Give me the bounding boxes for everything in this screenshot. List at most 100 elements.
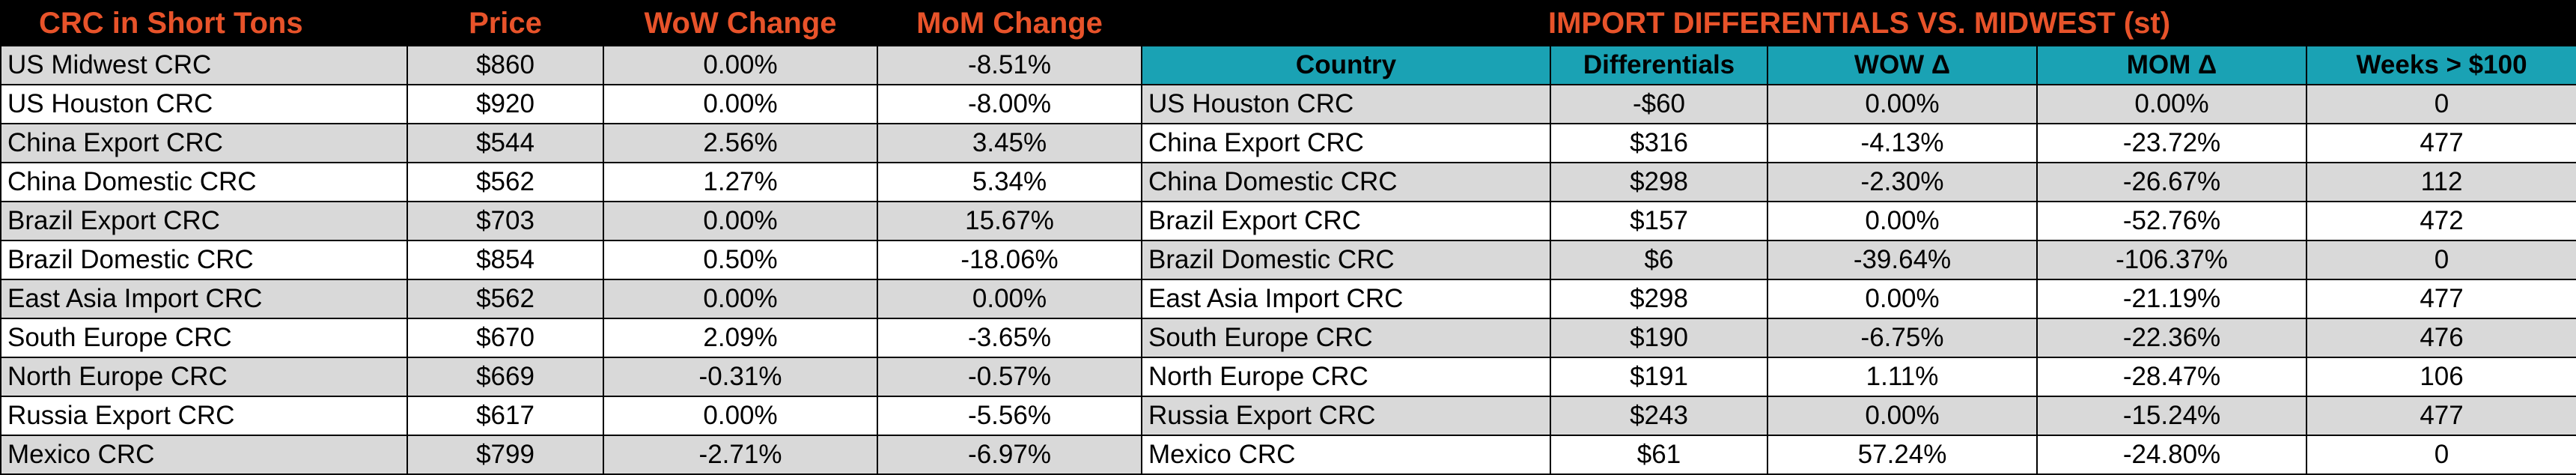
table-row: North Europe CRC $191 1.11% -28.47% 106: [1141, 357, 2576, 397]
table-cell: US Houston CRC: [1141, 84, 1551, 124]
table-cell: East Asia Import CRC: [1141, 279, 1551, 319]
table-cell: -2.30%: [1767, 162, 2038, 202]
table-cell: $157: [1550, 201, 1768, 241]
table-cell: North Europe CRC: [0, 357, 408, 397]
right-header-row: Country Differentials WOW Δ MOM Δ Weeks > $1…: [1141, 45, 2576, 85]
table-cell: China Export CRC: [0, 123, 408, 163]
table-cell: $243: [1550, 396, 1768, 436]
table-cell: 0.50%: [603, 240, 878, 280]
table-cell: 15.67%: [877, 201, 1142, 241]
table-cell: $316: [1550, 123, 1768, 163]
left-column-header: CRC in Short Tons: [0, 0, 408, 46]
table-cell: South Europe CRC: [0, 318, 408, 358]
table-cell: Russia Export CRC: [0, 396, 408, 436]
right-column-header: Differentials: [1550, 45, 1768, 85]
table-cell: -39.64%: [1767, 240, 2038, 280]
table-row: China Export CRC $316 -4.13% -23.72% 477: [1141, 123, 2576, 163]
table-cell: 0.00%: [603, 84, 878, 124]
table-cell: China Domestic CRC: [1141, 162, 1551, 202]
table-cell: Russia Export CRC: [1141, 396, 1551, 436]
table-cell: -5.56%: [877, 396, 1142, 436]
table-cell: -24.80%: [2036, 435, 2307, 475]
table-cell: 0.00%: [603, 396, 878, 436]
table-cell: Mexico CRC: [1141, 435, 1551, 475]
table-cell: -3.65%: [877, 318, 1142, 358]
table-row: East Asia Import CRC $562 0.00% 0.00%: [0, 279, 1142, 319]
table-cell: 0.00%: [877, 279, 1142, 319]
table-cell: 5.34%: [877, 162, 1142, 202]
left-column-header: WoW Change: [603, 0, 878, 46]
left-column-header: MoM Change: [877, 0, 1142, 46]
table-cell: $617: [407, 396, 604, 436]
table-cell: North Europe CRC: [1141, 357, 1551, 397]
table-cell: -8.00%: [877, 84, 1142, 124]
table-cell: 477: [2305, 279, 2576, 319]
crc-price-table: CRC in Short Tons Price WoW Change MoM Chan…: [0, 0, 1142, 475]
table-cell: $6: [1550, 240, 1768, 280]
table-cell: 0.00%: [603, 45, 878, 85]
table-cell: 0: [2305, 84, 2576, 124]
table-cell: 477: [2305, 396, 2576, 436]
table-row: South Europe CRC $670 2.09% -3.65%: [0, 318, 1142, 358]
table-cell: -0.31%: [603, 357, 878, 397]
table-cell: 0.00%: [1767, 396, 2038, 436]
table-cell: 472: [2305, 201, 2576, 241]
table-cell: -28.47%: [2036, 357, 2307, 397]
table-cell: $191: [1550, 357, 1768, 397]
table-cell: -8.51%: [877, 45, 1142, 85]
table-cell: $298: [1550, 162, 1768, 202]
table-row: US Houston CRC $920 0.00% -8.00%: [0, 84, 1142, 124]
table-cell: -15.24%: [2036, 396, 2307, 436]
table-cell: -22.36%: [2036, 318, 2307, 358]
table-cell: 0.00%: [1767, 279, 2038, 319]
table-cell: -18.06%: [877, 240, 1142, 280]
table-cell: $298: [1550, 279, 1768, 319]
table-row: East Asia Import CRC $298 0.00% -21.19% 477: [1141, 279, 2576, 319]
right-table-title: IMPORT DIFFERENTIALS VS. MIDWEST (st): [1140, 0, 2576, 46]
table-row: Brazil Export CRC $703 0.00% 15.67%: [0, 201, 1142, 241]
table-cell: 0: [2305, 240, 2576, 280]
table-cell: $854: [407, 240, 604, 280]
table-cell: -106.37%: [2036, 240, 2307, 280]
table-cell: 57.24%: [1767, 435, 2038, 475]
table-cell: $544: [407, 123, 604, 163]
table-cell: -52.76%: [2036, 201, 2307, 241]
table-row: Russia Export CRC $243 0.00% -15.24% 477: [1141, 396, 2576, 436]
table-row: North Europe CRC $669 -0.31% -0.57%: [0, 357, 1142, 397]
table-cell: Brazil Domestic CRC: [0, 240, 408, 280]
table-row: Brazil Domestic CRC $6 -39.64% -106.37% 0: [1141, 240, 2576, 280]
table-cell: $562: [407, 162, 604, 202]
table-cell: China Export CRC: [1141, 123, 1551, 163]
table-cell: 0.00%: [1767, 201, 2038, 241]
right-column-header: MOM Δ: [2036, 45, 2307, 85]
table-cell: -2.71%: [603, 435, 878, 475]
table-cell: 2.56%: [603, 123, 878, 163]
table-cell: East Asia Import CRC: [0, 279, 408, 319]
table-cell: $61: [1550, 435, 1768, 475]
table-cell: -21.19%: [2036, 279, 2307, 319]
table-cell: Brazil Domestic CRC: [1141, 240, 1551, 280]
table-cell: 112: [2305, 162, 2576, 202]
table-cell: 0.00%: [603, 201, 878, 241]
table-cell: 3.45%: [877, 123, 1142, 163]
table-cell: 0.00%: [1767, 84, 2038, 124]
table-cell: South Europe CRC: [1141, 318, 1551, 358]
table-cell: Brazil Export CRC: [0, 201, 408, 241]
table-cell: 2.09%: [603, 318, 878, 358]
table-cell: 477: [2305, 123, 2576, 163]
table-row: China Domestic CRC $562 1.27% 5.34%: [0, 162, 1142, 202]
table-cell: 0: [2305, 435, 2576, 475]
table-cell: US Houston CRC: [0, 84, 408, 124]
table-cell: $562: [407, 279, 604, 319]
right-column-header: Country: [1141, 45, 1551, 85]
table-row: Mexico CRC $799 -2.71% -6.97%: [0, 435, 1142, 475]
left-title-row: CRC in Short Tons Price WoW Change MoM Chan…: [0, 0, 1142, 46]
table-cell: 106: [2305, 357, 2576, 397]
table-cell: Mexico CRC: [0, 435, 408, 475]
table-cell: -6.75%: [1767, 318, 2038, 358]
table-cell: 1.27%: [603, 162, 878, 202]
table-cell: -4.13%: [1767, 123, 2038, 163]
table-cell: US Midwest CRC: [0, 45, 408, 85]
table-cell: 1.11%: [1767, 357, 2038, 397]
table-cell: 0.00%: [603, 279, 878, 319]
